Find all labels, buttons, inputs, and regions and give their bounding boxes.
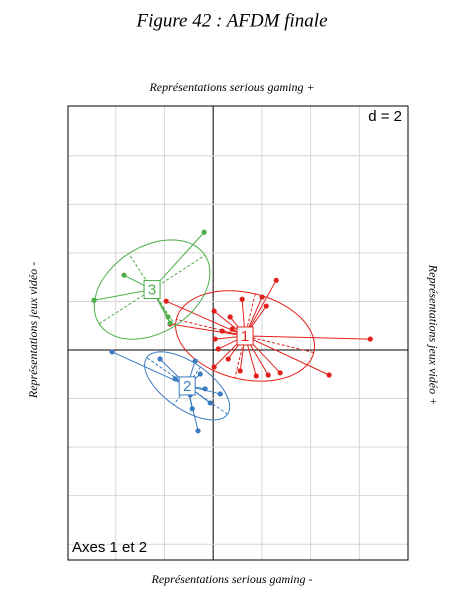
point <box>237 368 243 374</box>
right-label: Représentations jeux vidéo + <box>426 264 440 405</box>
point <box>157 356 163 362</box>
point <box>192 358 198 364</box>
point <box>367 336 373 342</box>
ellipse-axis <box>234 293 256 379</box>
point <box>225 356 231 362</box>
point <box>227 314 233 320</box>
point <box>163 298 169 304</box>
point <box>217 391 223 397</box>
point <box>259 294 265 300</box>
star-line <box>151 231 205 290</box>
group <box>109 349 231 434</box>
star-line <box>244 335 330 376</box>
group-label: 1 <box>241 328 249 345</box>
ellipse-axis <box>173 366 201 406</box>
star-line <box>93 289 153 301</box>
point <box>109 349 115 355</box>
axes-label: Axes 1 et 2 <box>72 539 147 556</box>
point <box>189 406 195 412</box>
point <box>265 372 271 378</box>
point <box>277 370 283 376</box>
ellipse-axis <box>98 254 206 325</box>
point <box>219 328 225 334</box>
bottom-label: Représentations serious gaming - <box>151 572 313 586</box>
point <box>253 373 259 379</box>
point <box>165 314 171 320</box>
plot-frame <box>67 105 409 561</box>
ellipse <box>144 351 231 421</box>
point <box>172 376 178 382</box>
point <box>215 346 221 352</box>
point <box>201 229 207 235</box>
ellipse-axis <box>146 357 228 415</box>
point <box>211 308 217 314</box>
group-label: 2 <box>183 378 191 395</box>
group <box>163 277 373 382</box>
point <box>91 297 97 303</box>
grid-step-label: d = 2 <box>368 108 402 125</box>
star-line <box>245 335 371 340</box>
point <box>121 272 127 278</box>
group-label-box <box>178 376 196 396</box>
group-label: 3 <box>148 282 156 299</box>
group-label-box <box>236 326 254 346</box>
point <box>212 336 218 342</box>
point <box>229 326 235 332</box>
point <box>326 372 332 378</box>
ellipse <box>93 239 211 340</box>
chart-title: Figure 42 : AFDM finale <box>135 10 327 31</box>
point <box>202 386 208 392</box>
point <box>211 364 217 370</box>
top-label: Représentations serious gaming + <box>148 80 314 94</box>
point <box>239 296 245 302</box>
point <box>207 400 213 406</box>
point <box>197 371 203 377</box>
group-label-box <box>143 280 161 300</box>
point <box>273 277 279 283</box>
point <box>263 303 269 309</box>
point <box>167 320 173 326</box>
star-line <box>169 323 246 337</box>
left-label: Représentations jeux vidéo - <box>26 262 40 399</box>
point <box>195 428 201 434</box>
